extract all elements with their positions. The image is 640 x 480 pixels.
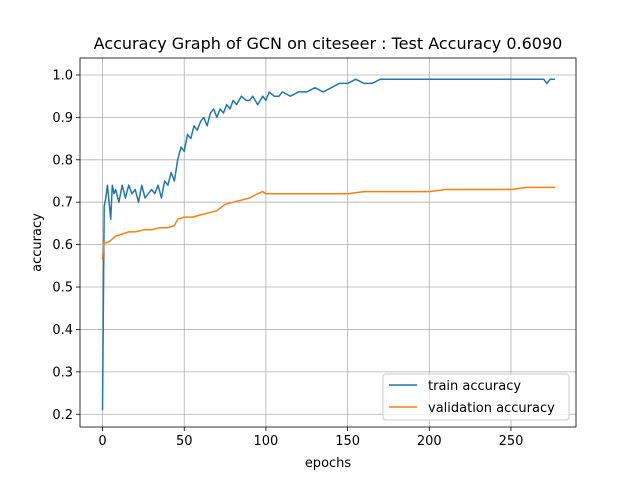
y-tick-label: 0.6	[52, 238, 73, 253]
y-tick-label: 0.7	[52, 196, 73, 211]
x-tick-label: 250	[499, 434, 524, 449]
y-tick-label: 0.3	[52, 365, 73, 380]
legend-label-train: train accuracy	[428, 379, 521, 394]
grid	[80, 58, 576, 427]
x-axis-title: epochs	[305, 456, 352, 471]
y-tick-label: 0.5	[52, 281, 73, 296]
series-line-validation-accuracy	[101, 186, 556, 260]
y-tick-label: 1.0	[52, 68, 73, 83]
legend: train accuracy validation accuracy	[382, 373, 570, 421]
y-tick-label: 0.2	[52, 408, 73, 423]
chart-title: Accuracy Graph of GCN on citeseer : Test…	[94, 34, 563, 53]
series-line-train-accuracy	[101, 78, 556, 411]
axis-ticks: 0 50 100 150 200 250 0.2 0.3 0.4 0.5 0.6 0.7 0.8 0.9 1…	[52, 68, 523, 449]
y-axis-title: accuracy	[30, 213, 45, 272]
x-tick-label: 200	[417, 434, 442, 449]
x-tick-label: 50	[176, 434, 193, 449]
x-tick-label: 150	[335, 434, 360, 449]
y-tick-label: 0.8	[52, 153, 73, 168]
legend-label-validation: validation accuracy	[428, 401, 555, 416]
plot-frame	[79, 57, 577, 428]
x-tick-label: 0	[98, 434, 106, 449]
legend-box	[382, 373, 570, 421]
y-tick-label: 0.9	[52, 111, 73, 126]
y-tick-label: 0.4	[52, 323, 73, 338]
x-tick-label: 100	[254, 434, 279, 449]
series-lines	[101, 78, 556, 411]
